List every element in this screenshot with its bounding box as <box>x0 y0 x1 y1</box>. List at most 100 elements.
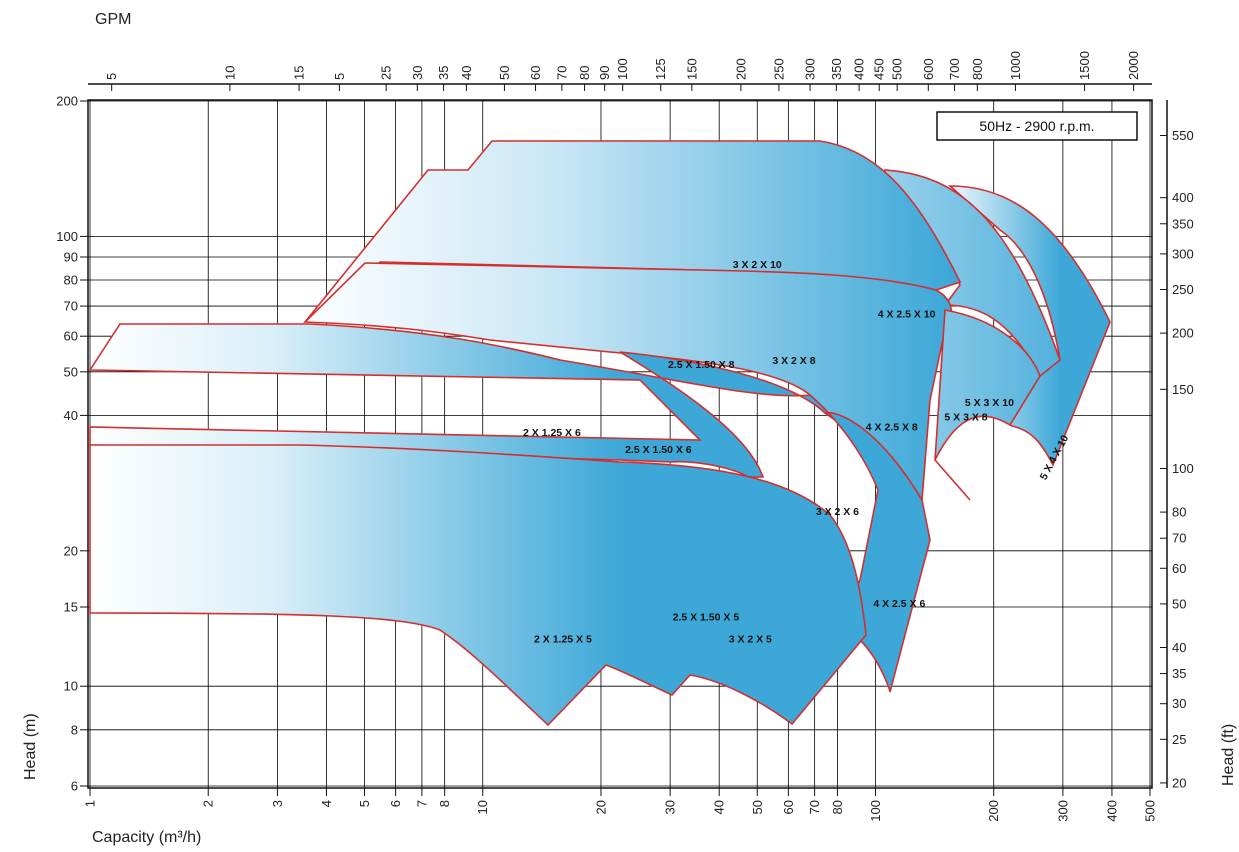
series-label: 3 X 2 X 5 <box>729 634 772 646</box>
gpm-tick-label: 80 <box>577 66 592 80</box>
ft-tick-label: 550 <box>1172 128 1194 143</box>
x-tick-label: 8 <box>437 800 452 807</box>
y-tick-label: 90 <box>64 249 78 264</box>
gpm-axis-ticks: 5 10 15 5 25 30 35 40 50 60 70 80 90 100 125 150 200 250 3… <box>88 51 1152 91</box>
series-label: 2.5 X 1.50 X 8 <box>668 359 735 371</box>
y-tick-label: 20 <box>64 543 78 558</box>
y2-axis-title: Head (ft) <box>1220 724 1237 786</box>
ft-tick-label: 400 <box>1172 190 1194 205</box>
x-tick-label: 70 <box>807 800 822 814</box>
y-tick-label: 10 <box>64 679 78 694</box>
gpm-tick-label: 5 <box>332 73 347 80</box>
region-5x4x10 <box>947 185 1111 467</box>
ft-tick-label: 100 <box>1172 461 1194 476</box>
x-tick-label: 5 <box>357 800 372 807</box>
ft-axis-ticks: 20 25 30 35 40 50 60 70 80 100 150 200 250 300 350 400 5… <box>1160 100 1194 790</box>
region-5 <box>89 444 867 727</box>
ft-tick-label: 200 <box>1172 326 1194 341</box>
ft-tick-label: 250 <box>1172 282 1194 297</box>
ft-tick-label: 30 <box>1172 696 1186 711</box>
y-axis-title: Head (m) <box>22 713 39 780</box>
x-tick-label: 20 <box>593 800 608 814</box>
x-tick-label: 500 <box>1143 800 1158 822</box>
series-label: 4 X 2.5 X 10 <box>878 309 936 321</box>
y-tick-label: 200 <box>56 94 78 109</box>
gpm-tick-label: 40 <box>459 66 474 80</box>
ft-tick-label: 150 <box>1172 382 1194 397</box>
gpm-tick-label: 30 <box>410 66 425 80</box>
x-tick-label: 50 <box>750 800 765 814</box>
ft-tick-label: 40 <box>1172 640 1186 655</box>
ft-tick-label: 35 <box>1172 666 1186 681</box>
ft-tick-label: 50 <box>1172 596 1186 611</box>
gpm-tick-label: 200 <box>733 58 748 80</box>
x-tick-label: 10 <box>475 800 490 814</box>
y-tick-label: 40 <box>64 408 78 423</box>
y-tick-label: 15 <box>64 600 78 615</box>
ft-tick-label: 300 <box>1172 246 1194 261</box>
x-tick-label: 3 <box>270 800 285 807</box>
gpm-tick-label: 5 <box>104 73 119 80</box>
series-label: 2 X 1.25 X 5 <box>534 634 592 646</box>
plot-frame <box>87 99 1153 789</box>
y-tick-label: 70 <box>64 299 78 314</box>
region-6 <box>88 323 931 693</box>
series-label: 5 X 3 X 10 <box>965 397 1014 409</box>
gpm-tick-label: 70 <box>554 66 569 80</box>
gpm-tick-label: 35 <box>436 66 451 80</box>
gpm-tick-label: 800 <box>970 58 985 80</box>
y-tick-label: 60 <box>64 329 78 344</box>
series-label: 3 X 2 X 6 <box>816 506 859 518</box>
x-tick-label: 1 <box>83 800 98 807</box>
ft-tick-label: 350 <box>1172 216 1194 231</box>
series-labels: 5 X 4 X 105 X 3 X 104 X 2.5 X 103 X 2 X … <box>523 259 1071 645</box>
gpm-tick-label: 600 <box>921 58 936 80</box>
x-tick-label: 40 <box>712 800 727 814</box>
gpm-tick-label: 90 <box>597 66 612 80</box>
gpm-tick-label: 1000 <box>1008 51 1023 80</box>
x-tick-label: 80 <box>830 800 845 814</box>
y-axis-ticks: 6 8 10 15 20 40 50 60 70 80 90 100 200 <box>56 94 88 794</box>
series-label: 4 X 2.5 X 6 <box>873 598 925 610</box>
series-label: 3 X 2 X 8 <box>772 355 815 367</box>
series-label: 2 X 1.25 X 6 <box>523 427 581 439</box>
y-tick-label: 8 <box>71 722 78 737</box>
x-tick-label: 300 <box>1055 800 1070 822</box>
gpm-tick-label: 100 <box>615 58 630 80</box>
series-label: 2.5 X 1.50 X 6 <box>625 444 692 456</box>
gpm-tick-label: 125 <box>653 58 668 80</box>
series-label: 5 X 3 X 8 <box>944 411 987 423</box>
gpm-tick-label: 2000 <box>1126 51 1141 80</box>
ft-tick-label: 80 <box>1172 505 1186 520</box>
x-tick-label: 6 <box>388 800 403 807</box>
speed-badge: 50Hz - 2900 r.p.m. <box>936 111 1138 141</box>
x-axis-ticks: 1 2 3 4 5 6 7 8 10 20 30 40 50 60 70 80 100 200 300 400 500 <box>83 788 1158 822</box>
gpm-tick-label: 150 <box>684 58 699 80</box>
y-tick-label: 80 <box>64 272 78 287</box>
ft-tick-label: 70 <box>1172 531 1186 546</box>
series-label: 3 X 2 X 10 <box>733 259 782 271</box>
gpm-tick-label: 500 <box>890 58 905 80</box>
x-axis-title: Capacity (m³/h) <box>92 829 201 846</box>
gpm-tick-label: 450 <box>872 58 887 80</box>
y-tick-label: 6 <box>71 779 78 794</box>
speed-badge-text: 50Hz - 2900 r.p.m. <box>979 118 1094 134</box>
x-tick-label: 200 <box>986 800 1001 822</box>
x-tick-label: 400 <box>1104 800 1119 822</box>
y-tick-label: 100 <box>56 229 78 244</box>
gpm-tick-label: 10 <box>222 66 237 80</box>
x-tick-label: 7 <box>414 800 429 807</box>
curve-regions <box>88 140 1111 727</box>
ft-tick-label: 25 <box>1172 732 1186 747</box>
ft-tick-label: 20 <box>1172 775 1186 790</box>
gpm-tick-label: 50 <box>497 66 512 80</box>
gpm-tick-label: 250 <box>771 58 786 80</box>
series-label: 4 X 2.5 X 8 <box>866 422 918 434</box>
gpm-tick-label: 300 <box>803 58 818 80</box>
gpm-tick-label: 1500 <box>1077 51 1092 80</box>
y-tick-label: 50 <box>64 364 78 379</box>
ft-tick-label: 60 <box>1172 561 1186 576</box>
gpm-tick-label: 25 <box>379 66 394 80</box>
x-tick-label: 100 <box>868 800 883 822</box>
